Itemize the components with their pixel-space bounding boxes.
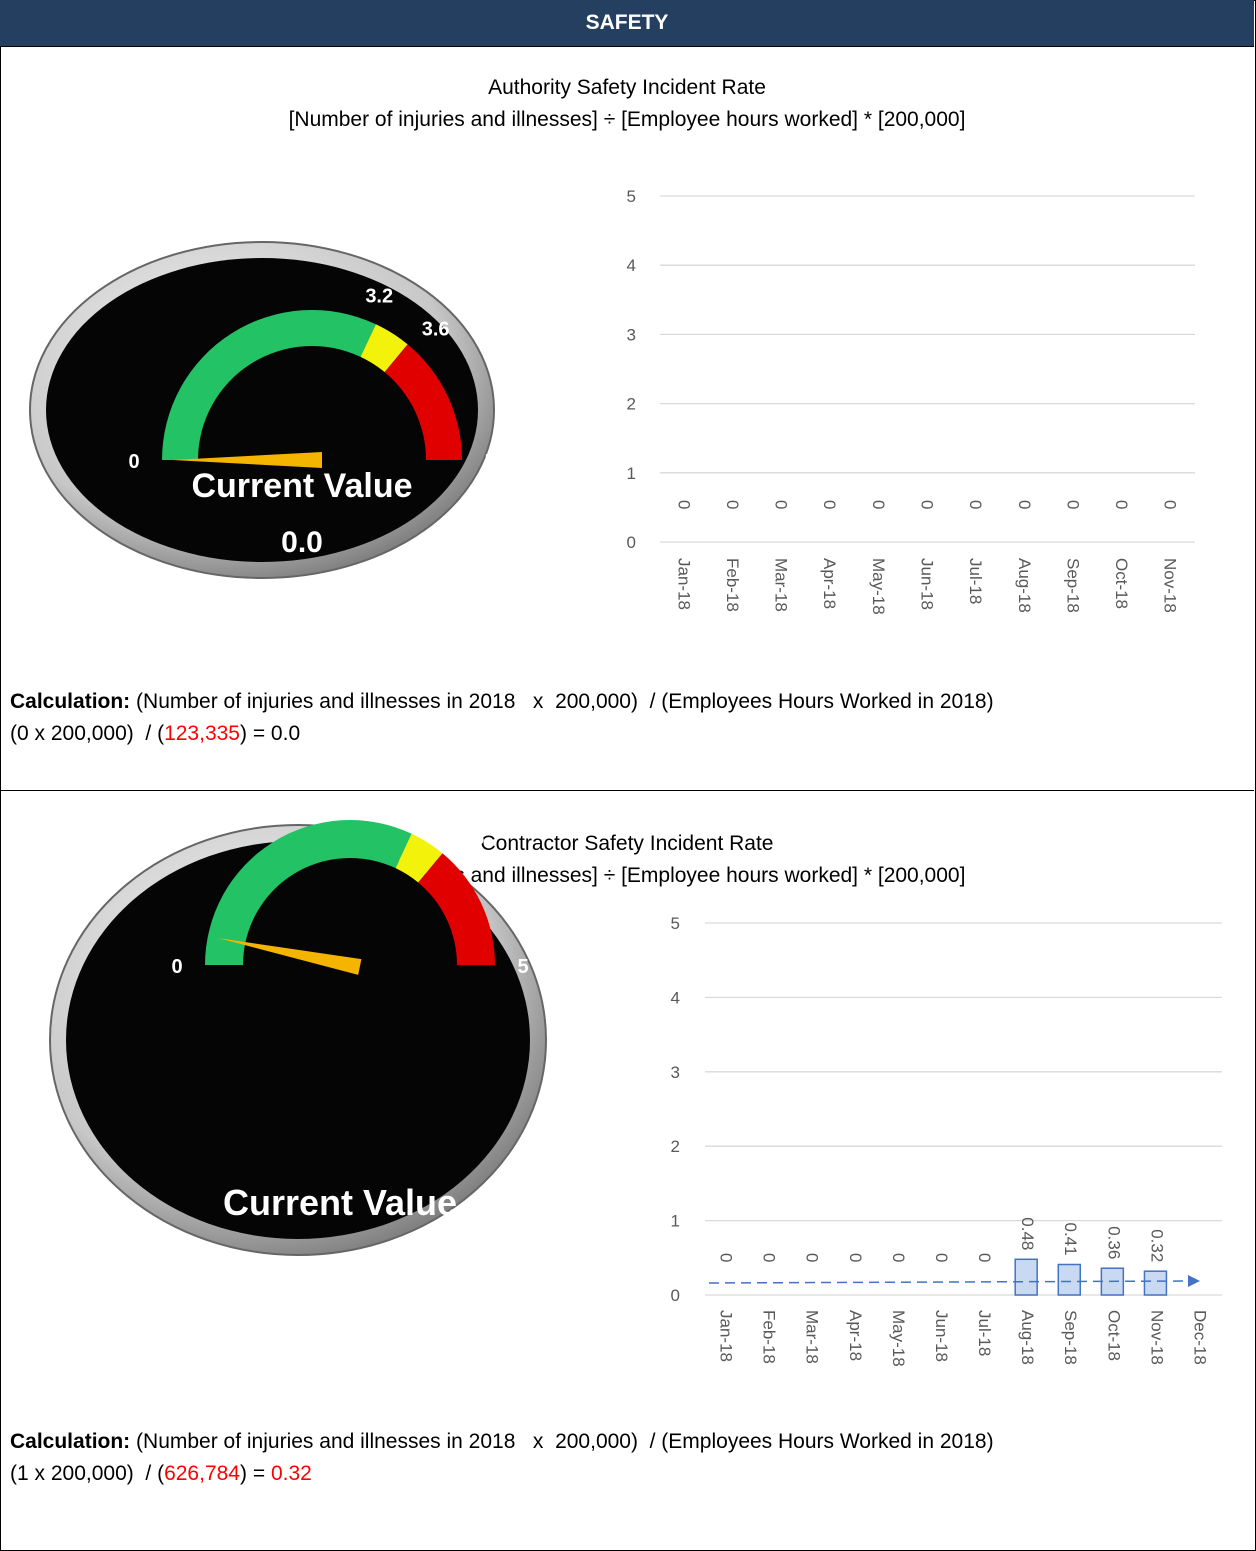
data-label: 0.48 xyxy=(1018,1217,1037,1250)
data-label: 0 xyxy=(975,1253,994,1262)
data-label: 0 xyxy=(674,500,693,509)
gauge-caption: Current Value xyxy=(191,467,412,505)
gauge-face xyxy=(46,258,478,562)
gauge-tick-label: 3.2 xyxy=(365,285,393,307)
bar xyxy=(1015,1259,1037,1295)
y-tick-label: 3 xyxy=(671,1063,680,1082)
data-label: 0 xyxy=(918,500,937,509)
data-label: 0 xyxy=(803,1253,822,1262)
x-tick-label: Jan-18 xyxy=(717,1310,736,1362)
bar xyxy=(1058,1264,1080,1295)
y-tick-label: 3 xyxy=(627,325,636,344)
x-tick-label: Oct-18 xyxy=(1112,558,1131,609)
data-label: 0.36 xyxy=(1104,1226,1123,1259)
page: SAFETY Authority Safety Incident Rate [N… xyxy=(0,0,1256,1551)
y-tick-label: 0 xyxy=(627,533,636,552)
x-tick-label: Jun-18 xyxy=(932,1310,951,1362)
gauge-tick-label: 5 xyxy=(484,451,495,473)
x-tick-label: Nov-18 xyxy=(1147,1310,1166,1365)
x-tick-label: Aug-18 xyxy=(1015,558,1034,613)
x-tick-label: May-18 xyxy=(889,1310,908,1367)
data-label: 0 xyxy=(932,1253,951,1262)
data-label: 0 xyxy=(966,500,985,509)
x-tick-label: Apr-18 xyxy=(820,558,839,609)
data-label: 0 xyxy=(1161,500,1180,509)
x-tick-label: Jan-18 xyxy=(674,558,693,610)
data-label: 0 xyxy=(1015,500,1034,509)
data-label: 0 xyxy=(846,1253,865,1262)
gauge-caption: Current Value xyxy=(223,1182,457,1223)
x-tick-label: Apr-18 xyxy=(846,1310,865,1361)
x-tick-label: Jul-18 xyxy=(966,558,985,604)
gauge-tick-label: 5 xyxy=(517,956,528,978)
data-label: 0 xyxy=(723,500,742,509)
x-tick-label: Jul-18 xyxy=(975,1310,994,1356)
y-tick-label: 5 xyxy=(671,914,680,933)
x-tick-label: Aug-18 xyxy=(1018,1310,1037,1365)
x-tick-label: Jun-18 xyxy=(918,558,937,610)
data-label: 0 xyxy=(760,1253,779,1262)
y-tick-label: 4 xyxy=(627,256,636,275)
y-tick-label: 2 xyxy=(627,395,636,414)
data-label: 0 xyxy=(820,500,839,509)
data-label: 0 xyxy=(772,500,791,509)
data-label: 0.32 xyxy=(1147,1229,1166,1262)
graphics: 0 3.2 3.6 5 Current Value 0.0 0 3.2 3.6 5 Current … xyxy=(0,0,1256,1551)
x-tick-label: Nov-18 xyxy=(1161,558,1180,613)
x-tick-label: Oct-18 xyxy=(1104,1310,1123,1361)
gauge-tick-label: 0 xyxy=(128,451,139,473)
y-tick-label: 1 xyxy=(627,464,636,483)
x-tick-label: Mar-18 xyxy=(772,558,791,612)
x-tick-label: May-18 xyxy=(869,558,888,615)
y-tick-label: 1 xyxy=(671,1212,680,1231)
gauge-tick-label: 0 xyxy=(171,956,182,978)
gauge-tick-label: 3.6 xyxy=(457,827,485,849)
trendline-arrow xyxy=(1188,1275,1200,1287)
data-label: 0 xyxy=(717,1253,736,1262)
gauge-value: 0.0 xyxy=(281,526,323,559)
data-label: 0.41 xyxy=(1061,1222,1080,1255)
data-label: 0 xyxy=(869,500,888,509)
y-tick-label: 5 xyxy=(627,187,636,206)
gauge-tick-label: 3.2 xyxy=(401,795,429,817)
x-tick-label: Mar-18 xyxy=(803,1310,822,1364)
data-label: 0 xyxy=(1063,500,1082,509)
y-tick-label: 2 xyxy=(671,1137,680,1156)
gauge-value: 0.32 xyxy=(309,1261,371,1297)
y-tick-label: 4 xyxy=(671,988,680,1007)
x-tick-label: Feb-18 xyxy=(723,558,742,612)
gauge-tick-label: 3.6 xyxy=(422,318,450,340)
x-tick-label: Dec-18 xyxy=(1190,1310,1209,1365)
data-label: 0 xyxy=(889,1253,908,1262)
x-tick-label: Sep-18 xyxy=(1061,1310,1080,1365)
x-tick-label: Sep-18 xyxy=(1063,558,1082,613)
data-label: 0 xyxy=(1112,500,1131,509)
x-tick-label: Feb-18 xyxy=(760,1310,779,1364)
y-tick-label: 0 xyxy=(671,1286,680,1305)
bar xyxy=(1144,1271,1166,1295)
